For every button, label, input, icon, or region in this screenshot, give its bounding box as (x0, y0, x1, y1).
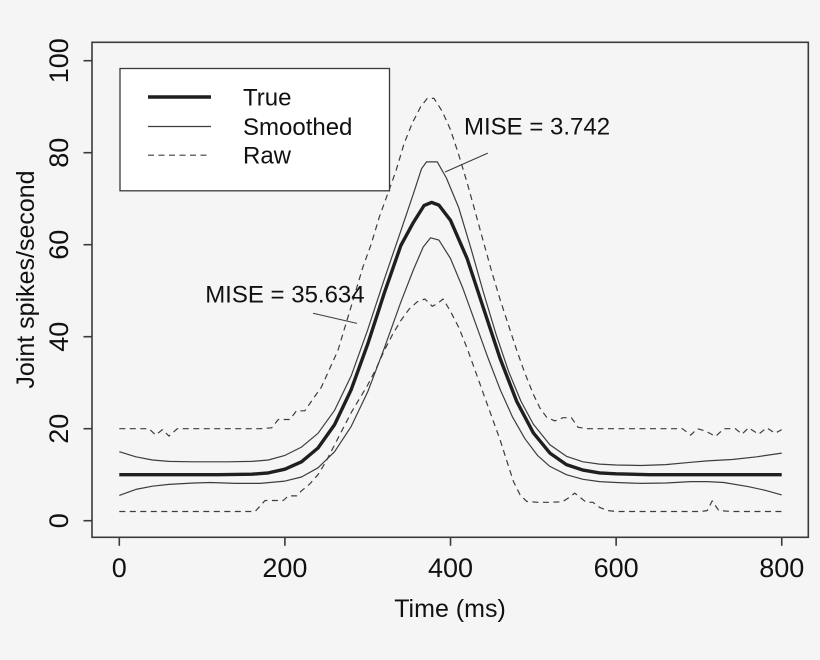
y-tick-label: 20 (44, 414, 74, 444)
y-tick-label: 60 (44, 230, 74, 260)
legend-label-smoothed: Smoothed (243, 114, 352, 141)
annotation-label: MISE = 3.742 (464, 114, 610, 141)
y-tick-label: 40 (44, 322, 74, 352)
annotations: MISE = 3.742 MISE = 35.634 (205, 114, 610, 324)
annotation-label: MISE = 35.634 (205, 281, 364, 308)
series-raw-upper-line (119, 97, 782, 438)
series-true-line (119, 200, 782, 477)
legend: True Smoothed Raw (119, 67, 391, 192)
y-axis-title: Joint spikes/second (12, 170, 40, 388)
x-axis-title: Time (ms) (394, 595, 506, 623)
x-tick-label: 0 (112, 553, 127, 583)
series-raw-lower-line (119, 298, 782, 513)
annotation-leader-line (444, 152, 489, 173)
y-tick-label: 0 (44, 513, 74, 528)
legend-label-true: True (243, 85, 291, 112)
x-tick-label: 200 (262, 553, 307, 583)
y-axis-ticks: 0 20 40 60 80 100 (44, 38, 92, 528)
x-axis-ticks: 0 200 400 600 800 (112, 537, 804, 583)
legend-label-raw: Raw (243, 143, 292, 170)
series-smoothed-upper-line (119, 161, 782, 467)
y-tick-label: 100 (44, 38, 74, 83)
series-lines (119, 97, 782, 513)
x-tick-label: 800 (759, 553, 804, 583)
x-tick-label: 600 (594, 553, 639, 583)
annotation-leader-line (312, 312, 358, 324)
legend-box (119, 67, 391, 192)
x-tick-label: 400 (428, 553, 473, 583)
y-tick-label: 80 (44, 138, 74, 168)
series-smoothed-lower-line (119, 237, 782, 496)
